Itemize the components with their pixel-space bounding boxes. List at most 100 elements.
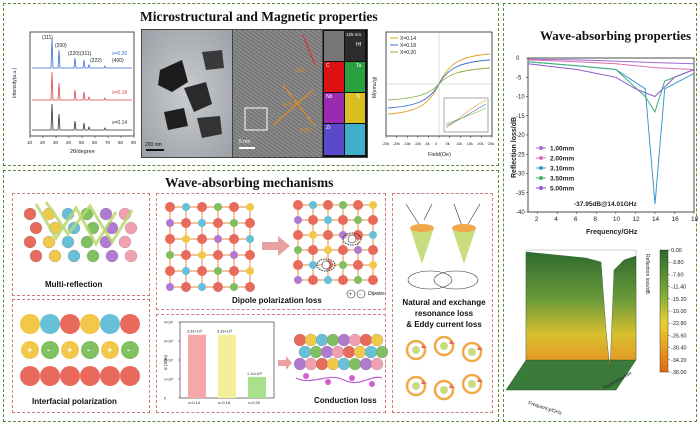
magnetic-loss-box bbox=[392, 193, 493, 413]
eddy-core bbox=[440, 342, 448, 350]
hrtem-angle: 125.3° bbox=[283, 102, 299, 108]
xrd-xlabel: 2θ/degree bbox=[70, 149, 95, 155]
lattice-atom bbox=[229, 266, 239, 276]
lattice-atom bbox=[230, 219, 238, 227]
bar-category: x=0.20 bbox=[248, 400, 261, 405]
dipole-lattice-right bbox=[293, 200, 378, 285]
multi-reflection-diagram bbox=[23, 201, 138, 263]
eddy-ring bbox=[461, 373, 483, 395]
atom bbox=[315, 357, 329, 371]
atom bbox=[342, 345, 356, 359]
rl-xtick: 2 bbox=[535, 216, 539, 223]
dipole-box bbox=[156, 193, 386, 310]
lattice-atom bbox=[245, 282, 255, 292]
lattice-atom bbox=[339, 261, 347, 269]
rl-legend-marker bbox=[539, 176, 543, 180]
bar-ytick: 0 bbox=[164, 397, 166, 401]
eddy-core bbox=[440, 386, 448, 394]
eds-scale: 125 nm bbox=[346, 32, 362, 37]
atom bbox=[331, 345, 345, 359]
lattice-atom bbox=[369, 261, 377, 269]
lattice-atom bbox=[368, 245, 378, 255]
electron bbox=[369, 381, 375, 387]
mh-ticks: -25k -20k -15k -10k -5k 0 5k 10k 15k 20k 25k bbox=[382, 136, 494, 146]
hrtem-scale-bar bbox=[239, 147, 255, 149]
conductivity-bar-chart: σ (S/m) 0 1×10⁵ 2×10⁵ 3×10⁵ 4×10⁵ 3.33×10⁵ x=0… bbox=[163, 321, 275, 405]
magnetic-loss-line-2: resonance loss bbox=[414, 309, 474, 318]
eds-maps: 125 nm C Hf Nb Ta Zr Ti bbox=[322, 29, 368, 158]
eds-map-ta bbox=[345, 62, 365, 92]
xrd-series-020 bbox=[32, 37, 132, 69]
lattice-atom bbox=[214, 235, 222, 243]
lattice-atom bbox=[166, 283, 174, 291]
rl-xtick: 6 bbox=[574, 216, 578, 223]
lattice-atom bbox=[197, 266, 207, 276]
xrd-ylabel: Intensity(a.u.) bbox=[12, 67, 18, 98]
lattice-atom bbox=[368, 275, 378, 285]
rl-xtick: 10 bbox=[613, 216, 621, 223]
rl-xtick: 18 bbox=[691, 216, 699, 223]
lattice-atom bbox=[198, 251, 206, 259]
atom bbox=[304, 333, 318, 347]
conduction-arrow bbox=[278, 356, 292, 370]
eds-map-ti bbox=[345, 93, 365, 123]
mh-chart: M(emu/g) Field(Oe) -25k -20k -15k -10k -5k 0 5… bbox=[372, 31, 494, 158]
bar-ytick: 4×10⁵ bbox=[164, 321, 174, 325]
xrd-label-020: x=0.20 bbox=[112, 51, 127, 57]
xrd-xtick: 20 bbox=[40, 140, 46, 145]
xrd-label-018: x=0.18 bbox=[112, 90, 127, 96]
electron bbox=[349, 375, 355, 381]
mh-legend-020: X=0.20 bbox=[400, 50, 416, 56]
mh-ylabel: M(emu/g) bbox=[372, 76, 378, 98]
mh-xtick: 10k bbox=[456, 142, 462, 146]
rl-annotation: -37.95dB@14.01GHz bbox=[574, 201, 637, 208]
rl-xtick: 8 bbox=[593, 216, 597, 223]
interfacial-diagram: + - + - + - bbox=[20, 314, 140, 386]
rl-legend-label: 2.00mm bbox=[550, 156, 574, 163]
lattice-atom bbox=[369, 201, 377, 209]
lattice-atom bbox=[197, 202, 207, 212]
surface-xlabel: Frequency/GHz bbox=[527, 400, 563, 417]
multi-reflection-box bbox=[12, 193, 150, 296]
eds-map-nb bbox=[324, 93, 344, 123]
xrd-xtick: 70 bbox=[105, 140, 111, 145]
lattice-atom bbox=[214, 267, 222, 275]
lattice-atom bbox=[230, 251, 238, 259]
lattice-atom bbox=[245, 250, 255, 260]
wave-absorbing-panel bbox=[503, 3, 697, 422]
lattice-atom bbox=[181, 282, 191, 292]
eddy-current-icons bbox=[405, 335, 483, 401]
lattice-atom bbox=[294, 276, 302, 284]
lattice-atom bbox=[368, 215, 378, 225]
atom bbox=[124, 221, 138, 235]
microstructure-panel bbox=[3, 3, 499, 166]
lattice-atom bbox=[165, 234, 175, 244]
mh-xtick: 15k bbox=[467, 142, 473, 146]
atom bbox=[20, 314, 40, 334]
lattice-atom bbox=[293, 260, 303, 270]
rl-ytick: -20 bbox=[516, 133, 525, 139]
eddy-core bbox=[412, 382, 420, 390]
xrd-xtick: 60 bbox=[92, 140, 98, 145]
hrtem-image: 125.3° (111) (200) 5 nm bbox=[232, 29, 324, 158]
dipole-legend-icon: + - bbox=[346, 289, 366, 299]
rl-ytick: -35 bbox=[516, 191, 525, 197]
eds-map-zr bbox=[324, 124, 344, 155]
lattice-atom bbox=[165, 202, 175, 212]
lattice-atom bbox=[339, 231, 347, 239]
colorbar-tick: -19.00 bbox=[671, 309, 687, 315]
atom bbox=[304, 357, 318, 371]
mechanisms-title: Wave-absorbing mechanisms bbox=[165, 175, 334, 190]
eddy-arrow bbox=[449, 384, 455, 388]
magnetic-loss-line-3: & Eddy current loss bbox=[406, 320, 482, 329]
lattice-atom bbox=[182, 267, 190, 275]
bar-ylabel: σ (S/m) bbox=[163, 354, 168, 370]
lattice-atom bbox=[294, 216, 302, 224]
rl-xtick: 14 bbox=[652, 216, 660, 223]
bar-category: x=0.14 bbox=[188, 400, 201, 405]
atom bbox=[370, 357, 384, 371]
eddy-arrow bbox=[477, 378, 483, 382]
lattice-atom bbox=[339, 201, 347, 209]
atom bbox=[100, 366, 120, 386]
atom bbox=[100, 314, 120, 334]
